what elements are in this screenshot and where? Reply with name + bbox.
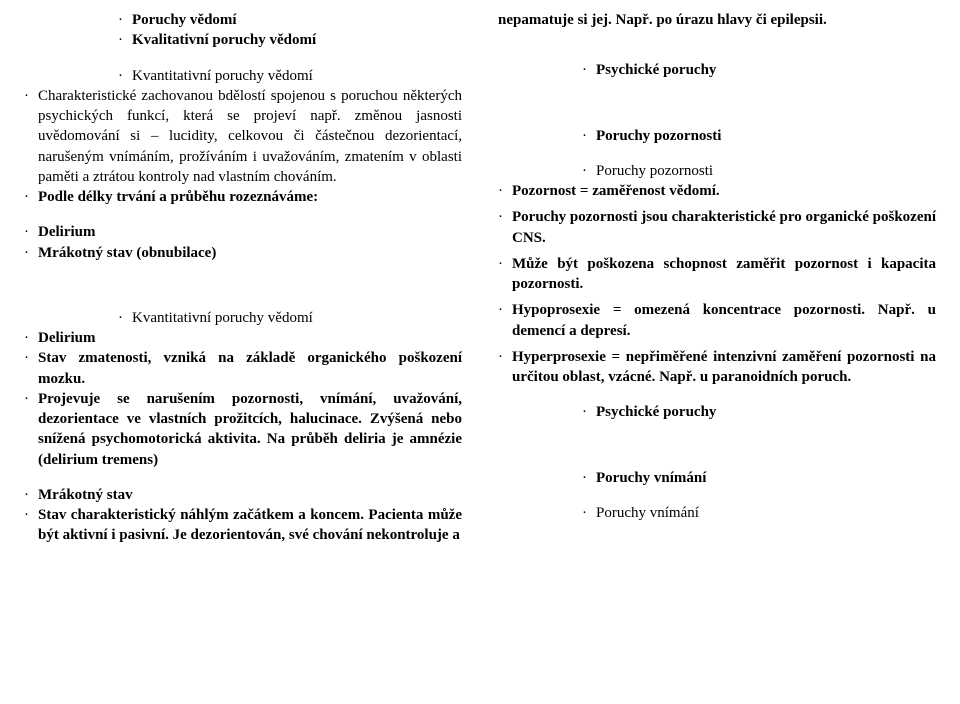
text: Poruchy vnímání bbox=[596, 468, 936, 488]
bullet-icon: · bbox=[118, 30, 132, 50]
text: Psychické poruchy bbox=[596, 402, 936, 422]
text: Poruchy pozornosti bbox=[596, 161, 936, 181]
text: Stav charakteristický náhlým začátkem a … bbox=[38, 505, 462, 546]
text: Poruchy pozornosti bbox=[596, 126, 936, 146]
bullet-icon: · bbox=[24, 348, 38, 368]
bullet-icon: · bbox=[24, 86, 38, 106]
heading-r3: · Poruchy pozornosti bbox=[498, 161, 936, 181]
text: Delirium bbox=[38, 222, 462, 242]
bullet-icon: · bbox=[582, 161, 596, 181]
text: Hyperprosexie = nepřiměřené intenzivní z… bbox=[512, 347, 936, 388]
text: Projevuje se narušením pozornosti, vnímá… bbox=[38, 389, 462, 470]
para-r4: · Pozornost = zaměřenost vědomí. bbox=[498, 181, 936, 201]
text: Psychické poruchy bbox=[596, 60, 936, 80]
text: Poruchy vnímání bbox=[596, 503, 936, 523]
bullet-icon: · bbox=[582, 126, 596, 146]
text: nepamatuje si jej. Např. po úrazu hlavy … bbox=[498, 10, 936, 30]
bullet-icon: · bbox=[118, 66, 132, 86]
bullet-icon: · bbox=[24, 222, 38, 242]
bullet-icon: · bbox=[498, 207, 512, 227]
text: Kvalitativní poruchy vědomí bbox=[132, 30, 462, 50]
bullet-icon: · bbox=[582, 402, 596, 422]
heading-l1: · Poruchy vědomí bbox=[24, 10, 462, 30]
para-r6: · Může být poškozena schopnost zaměřit p… bbox=[498, 254, 936, 295]
bullet-icon: · bbox=[582, 60, 596, 80]
para-l3: · Delirium bbox=[24, 222, 462, 242]
text: Podle délky trvání a průběhu rozeznáváme… bbox=[38, 187, 462, 207]
para-l6: · Stav zmatenosti, vzniká na základě org… bbox=[24, 348, 462, 389]
heading-l4: · Kvantitativní poruchy vědomí bbox=[24, 308, 462, 328]
text: Charakteristické zachovanou bdělostí spo… bbox=[38, 86, 462, 187]
heading-r1: · Psychické poruchy bbox=[498, 60, 936, 80]
para-l5: · Delirium bbox=[24, 328, 462, 348]
heading-r2: · Poruchy pozornosti bbox=[498, 126, 936, 146]
bullet-icon: · bbox=[498, 300, 512, 320]
text: Může být poškozena schopnost zaměřit poz… bbox=[512, 254, 936, 295]
para-r7: · Hypoprosexie = omezená koncentrace poz… bbox=[498, 300, 936, 341]
bullet-icon: · bbox=[24, 485, 38, 505]
text: Kvantitativní poruchy vědomí bbox=[132, 308, 462, 328]
para-l7: · Projevuje se narušením pozornosti, vní… bbox=[24, 389, 462, 470]
text: Mrákotný stav bbox=[38, 485, 462, 505]
bullet-icon: · bbox=[24, 243, 38, 263]
bullet-icon: · bbox=[24, 505, 38, 525]
bullet-icon: · bbox=[118, 308, 132, 328]
para-l1: · Charakteristické zachovanou bdělostí s… bbox=[24, 86, 462, 187]
text: Delirium bbox=[38, 328, 462, 348]
heading-l2: · Kvalitativní poruchy vědomí bbox=[24, 30, 462, 50]
bullet-icon: · bbox=[582, 503, 596, 523]
heading-l3: · Kvantitativní poruchy vědomí bbox=[24, 66, 462, 86]
para-r5: · Poruchy pozornosti jsou charakteristic… bbox=[498, 207, 936, 248]
para-r8: · Hyperprosexie = nepřiměřené intenzivní… bbox=[498, 347, 936, 388]
text: Poruchy vědomí bbox=[132, 10, 462, 30]
bullet-icon: · bbox=[498, 254, 512, 274]
bullet-icon: · bbox=[24, 187, 38, 207]
text: Pozornost = zaměřenost vědomí. bbox=[512, 181, 936, 201]
para-r0: nepamatuje si jej. Např. po úrazu hlavy … bbox=[498, 10, 936, 30]
left-column: · Poruchy vědomí · Kvalitativní poruchy … bbox=[24, 10, 462, 694]
text: Kvantitativní poruchy vědomí bbox=[132, 66, 462, 86]
bullet-icon: · bbox=[498, 347, 512, 367]
heading-r9: · Psychické poruchy bbox=[498, 402, 936, 422]
bullet-icon: · bbox=[582, 468, 596, 488]
text: Hypoprosexie = omezená koncentrace pozor… bbox=[512, 300, 936, 341]
para-l8: · Mrákotný stav bbox=[24, 485, 462, 505]
heading-r11: · Poruchy vnímání bbox=[498, 503, 936, 523]
bullet-icon: · bbox=[498, 181, 512, 201]
para-l4: · Mrákotný stav (obnubilace) bbox=[24, 243, 462, 263]
text: Mrákotný stav (obnubilace) bbox=[38, 243, 462, 263]
para-l2: · Podle délky trvání a průběhu rozeznává… bbox=[24, 187, 462, 207]
para-l9: · Stav charakteristický náhlým začátkem … bbox=[24, 505, 462, 546]
bullet-icon: · bbox=[118, 10, 132, 30]
text: Poruchy pozornosti jsou charakteristické… bbox=[512, 207, 936, 248]
bullet-icon: · bbox=[24, 328, 38, 348]
bullet-icon: · bbox=[24, 389, 38, 409]
right-column: nepamatuje si jej. Např. po úrazu hlavy … bbox=[498, 10, 936, 694]
text: Stav zmatenosti, vzniká na základě organ… bbox=[38, 348, 462, 389]
heading-r10: · Poruchy vnímání bbox=[498, 468, 936, 488]
